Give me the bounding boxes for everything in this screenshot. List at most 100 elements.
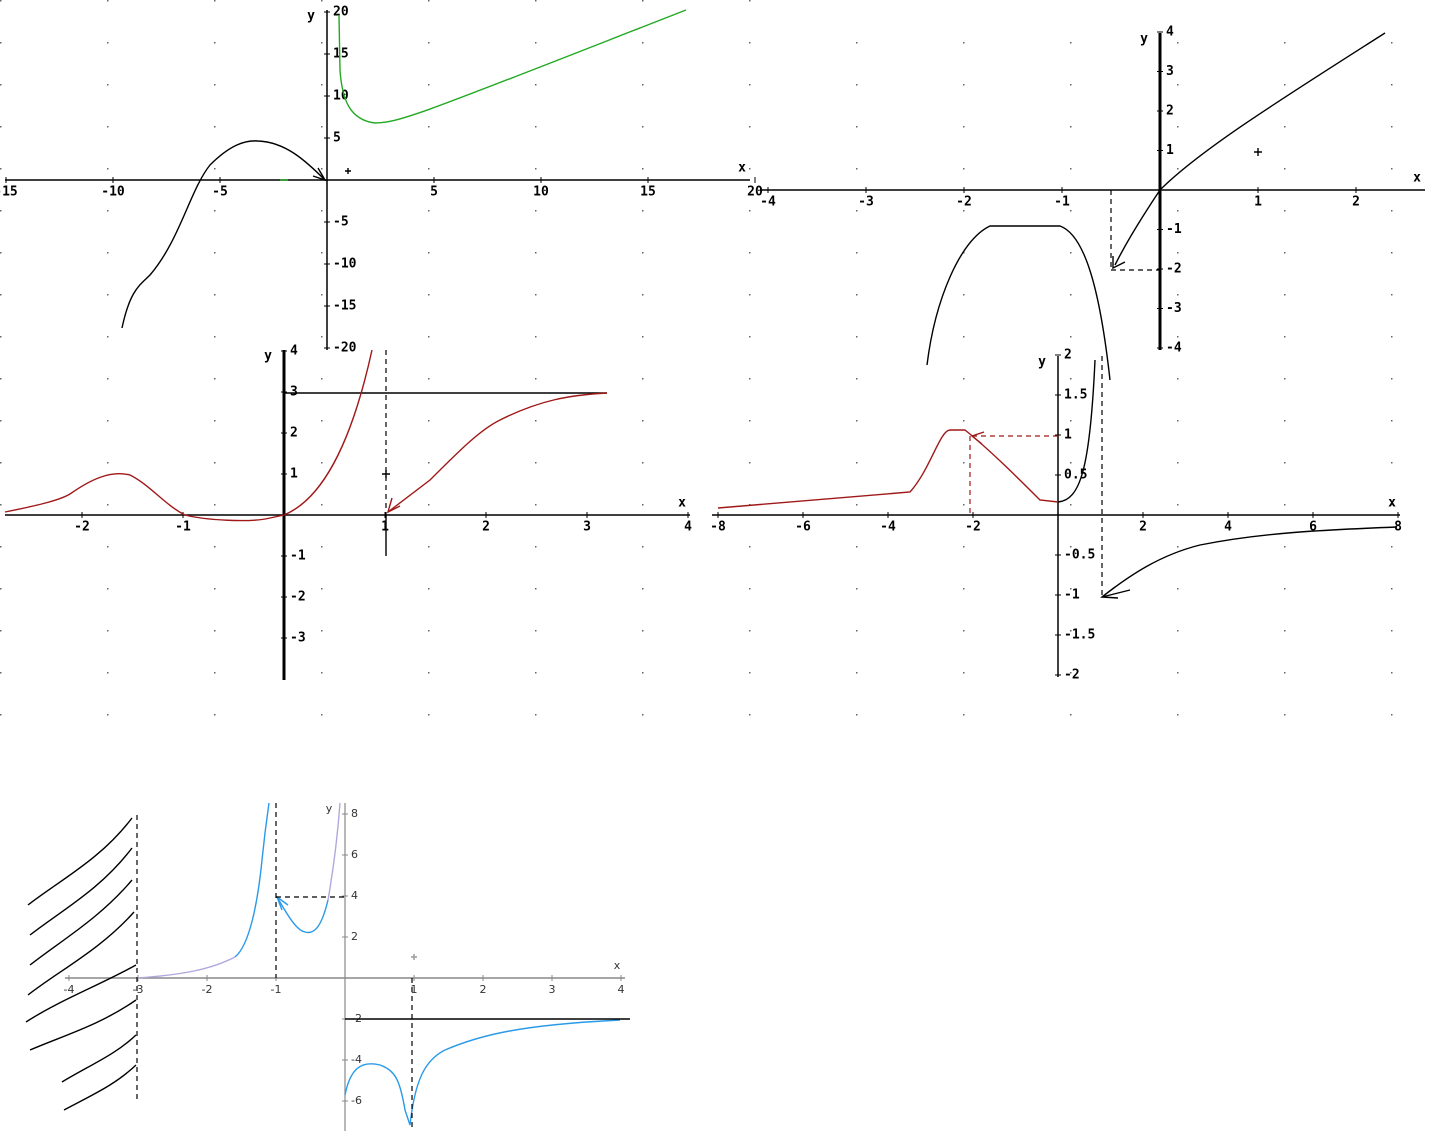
x-tick-label: -10 [101,185,125,200]
x-tick-label: 2 [480,983,487,996]
curve [136,956,236,979]
y-tick-label: -0.5 [1064,548,1095,563]
y-tick-label: -2 [1064,668,1080,683]
x-tick-label: -2 [956,195,972,210]
y-axis-label: y [307,9,315,24]
y-tick-label: -2 [1166,262,1182,277]
curve [338,9,687,124]
arrow-head [1100,586,1131,599]
arrow-head [1112,256,1126,270]
y-tick-label: 3 [290,385,298,400]
curve [121,140,326,329]
x-tick-label: 8 [1394,520,1402,535]
y-axis-label: y [326,802,333,815]
graph: x y -8 -6 -4 -2 2 4 6 8 -2 -1.5 -1 -0.5 0.5 1 1.5 2 [710,348,1402,683]
y-tick-label: 1.5 [1064,388,1087,403]
y-tick-label: -6 [351,1094,362,1107]
plus-marker [1254,148,1262,156]
arrow-head [386,497,401,514]
x-axis-label: x [1388,496,1396,511]
x-tick-label: 3 [583,520,591,535]
x-tick-label: 5 [430,185,438,200]
y-tick-label: -10 [333,257,357,272]
x-tick-label: -6 [795,520,811,535]
x-tick-label: -4 [64,983,75,996]
y-tick-label: -3 [1166,301,1182,316]
y-tick-label: 2 [1064,348,1072,363]
plus-marker [411,954,417,960]
x-tick-label: -8 [710,520,726,535]
arrow-head [312,167,327,182]
x-tick-label: 6 [1309,520,1317,535]
x-tick-label: 1 [1254,195,1262,210]
plus-marker [345,168,351,174]
y-tick-label: -4 [351,1053,362,1066]
y-tick-label: -1 [1064,588,1080,603]
graph: x y -4 -3 -2 -1 1 2 -4 -3 -2 -1 1 2 3 4 [760,25,1425,356]
curve [276,896,329,934]
y-tick-label: 0.5 [1064,468,1087,483]
y-tick-label: -5 [333,215,349,230]
x-tick-label: 10 [533,185,549,200]
graphs: xy-15-10-55101520-20-15-10-55101520xy-4-… [0,5,1425,1131]
graph: x y -2 -1 1 2 3 4 -3 -2 -1 1 2 3 4 [5,344,692,680]
y-axis-label: y [1038,355,1046,370]
y-tick-label: 5 [333,131,341,146]
dot-grid [760,30,1433,730]
x-tick-label: -1 [271,983,282,996]
curve [234,802,270,958]
x-tick-label: -15 [0,185,18,200]
curve [387,392,608,513]
curve [717,429,1059,509]
x-axis-label: x [738,161,746,176]
x-axis-label: x [614,959,621,972]
y-tick-label: 2 [290,426,298,441]
y-tick-label: 4 [1166,25,1174,40]
y-axis-label: y [264,349,272,364]
y-tick-label: 1 [1064,428,1072,443]
guide-line [969,435,1058,515]
x-tick-label: -1 [1054,195,1070,210]
y-tick-label: 15 [333,47,349,62]
x-tick-label: -2 [965,520,981,535]
x-tick-label: 3 [549,983,556,996]
dot-grid [0,0,760,740]
x-tick-label: 4 [684,520,692,535]
y-tick-label: 6 [351,848,358,861]
curve [344,1019,621,1126]
y-tick-label: -3 [290,631,306,646]
x-tick-label: 2 [1139,520,1147,535]
x-axis-label: x [1413,171,1421,186]
y-tick-label: -1 [290,549,306,564]
arrow-head [275,895,289,911]
x-tick-label: -5 [212,185,228,200]
y-tick-label: 2 [351,930,358,943]
x-tick-label: -4 [760,195,776,210]
x-tick-label: 4 [1224,520,1232,535]
y-axis-label: y [1140,32,1148,47]
curve [1101,526,1398,598]
y-tick-label: 4 [290,344,298,359]
x-tick-label: -4 [880,520,896,535]
guide-line [1110,190,1160,271]
y-tick-label: -1.5 [1064,628,1095,643]
x-tick-label: 2 [482,520,490,535]
x-tick-label: 1 [381,520,389,535]
y-tick-label: 2 [1166,104,1174,119]
x-tick-label: 20 [747,185,763,200]
y-tick-label: -4 [1166,341,1182,356]
x-tick-label: -2 [74,520,90,535]
y-tick-label: 1 [290,467,298,482]
y-tick-label: 1 [1166,143,1174,158]
x-tick-label: -2 [202,983,213,996]
guide-line [382,470,390,556]
x-tick-label: -1 [175,520,191,535]
x-tick-label: -3 [133,983,144,996]
x-tick-label: -3 [858,195,874,210]
y-tick-label: 8 [351,807,358,820]
y-tick-label: 4 [351,889,358,902]
curve [327,802,341,901]
y-tick-label: -1 [1166,222,1182,237]
